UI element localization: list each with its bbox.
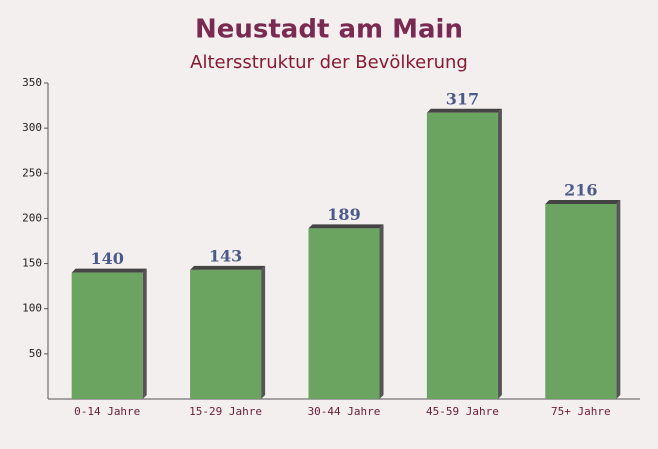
- value-label: 140: [90, 249, 123, 268]
- bar-shadow: [616, 199, 621, 399]
- chart-title: Neustadt am Main: [195, 15, 463, 45]
- bar-shadow: [190, 265, 266, 270]
- bar-shadow: [379, 224, 384, 399]
- bar: [545, 203, 617, 399]
- bar-shadow: [71, 268, 147, 273]
- y-tick-label: 300: [22, 121, 42, 134]
- bar-shadow: [545, 199, 621, 204]
- value-label: 189: [327, 205, 360, 224]
- y-tick-label: 200: [22, 211, 42, 224]
- value-label: 317: [446, 89, 479, 108]
- bar: [308, 228, 380, 399]
- bar: [426, 112, 498, 400]
- y-tick-label: 250: [22, 166, 42, 179]
- bar: [190, 269, 262, 399]
- y-tick-label: 100: [22, 302, 42, 315]
- bar-shadow: [308, 224, 384, 229]
- bar-shadow: [426, 108, 502, 113]
- bar: [71, 272, 143, 399]
- y-tick-label: 350: [22, 76, 42, 89]
- y-tick-label: 150: [22, 257, 42, 270]
- chart-subtitle: Altersstruktur der Bevölkerung: [190, 52, 468, 73]
- x-tick-label: 45-59 Jahre: [426, 405, 499, 418]
- value-label: 216: [564, 180, 597, 199]
- value-label: 143: [209, 246, 242, 265]
- bar-shadow: [142, 268, 147, 399]
- x-tick-label: 15-29 Jahre: [189, 405, 262, 418]
- x-tick-label: 30-44 Jahre: [308, 405, 381, 418]
- y-tick-label: 50: [29, 347, 42, 360]
- x-tick-label: 0-14 Jahre: [74, 405, 140, 418]
- bar-shadow: [261, 265, 266, 399]
- x-tick-label: 75+ Jahre: [551, 405, 611, 418]
- bar-shadow: [497, 108, 502, 400]
